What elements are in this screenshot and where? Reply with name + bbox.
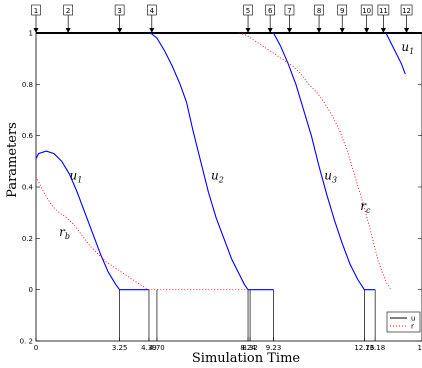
event-marker-arrow-8 — [339, 28, 345, 33]
legend-box — [386, 311, 421, 333]
series-u-segment-1 — [150, 32, 274, 291]
legend: ur — [386, 311, 421, 333]
x-tick-label-9: 15 — [418, 344, 422, 352]
curve-label-layer: u1 rb u2 u3 rc u1 — [59, 40, 414, 241]
event-marker-layer: 1 2 3 4 5 6 7 8 9 10 11 12 — [31, 4, 413, 33]
event-marker-label-2: 3 — [117, 7, 121, 15]
event-marker-label-7: 8 — [317, 7, 321, 15]
event-marker-label-9: 10 — [362, 7, 371, 15]
series-u-segment-2 — [273, 32, 376, 291]
event-line-layer — [119, 289, 376, 341]
x-tick-label-7: 12.76 — [354, 344, 375, 352]
event-marker-label-8: 9 — [340, 7, 344, 15]
curve-label-2: u2 — [211, 168, 224, 184]
legend-label-u: u — [411, 315, 415, 323]
event-marker-label-1: 2 — [66, 7, 70, 15]
event-marker-arrow-2 — [117, 28, 123, 33]
series-u-segment-3 — [385, 32, 406, 75]
series-u-segment-0 — [35, 150, 149, 291]
y-tick-label-4: 0.2 — [22, 235, 33, 243]
curve-label-3: u3 — [324, 168, 337, 184]
event-marker-label-10: 11 — [379, 7, 388, 15]
event-marker-arrow-6 — [286, 28, 292, 33]
y-tick-label-1: 0.8 — [22, 81, 33, 89]
event-marker-label-3: 4 — [150, 7, 155, 15]
event-marker-arrow-5 — [267, 28, 273, 33]
event-marker-label-0: 1 — [34, 7, 38, 15]
y-tick-label-0: 1 — [29, 30, 33, 38]
y-tick-layer: 1 0.8 0.6 0.4 0.2 0 0. 2 — [20, 30, 422, 346]
x-tick-label-3: 4.70 — [149, 344, 165, 352]
x-axis-title: Simulation Time — [192, 351, 301, 366]
event-marker-arrow-10 — [380, 28, 386, 33]
series-r-segment-1 — [239, 32, 392, 290]
event-marker-arrow-7 — [316, 28, 322, 33]
x-tick-label-6: 9.23 — [266, 344, 282, 352]
x-tick-label-0: 0 — [34, 344, 38, 352]
y-tick-label-5: 0 — [29, 286, 33, 294]
event-marker-arrow-1 — [65, 28, 71, 33]
event-marker-label-11: 12 — [402, 7, 411, 15]
curve-label-0: u1 — [69, 168, 82, 184]
curve-label-5: u1 — [401, 40, 414, 56]
y-tick-label-6: 0. 2 — [20, 338, 33, 346]
event-marker-arrow-9 — [364, 28, 370, 33]
event-marker-label-5: 6 — [268, 7, 273, 15]
curve-label-1: rb — [59, 225, 70, 241]
legend-label-r: r — [411, 323, 414, 331]
event-marker-arrow-11 — [404, 28, 410, 33]
event-marker-label-4: 5 — [246, 7, 250, 15]
y-axis-title: Parameters — [5, 122, 20, 198]
event-marker-arrow-4 — [245, 28, 251, 33]
series-layer — [35, 32, 406, 291]
x-tick-label-8: 13.18 — [365, 344, 385, 352]
y-tick-label-2: 0.6 — [22, 132, 34, 140]
x-tick-label-5: 8.32 — [242, 344, 258, 352]
series-r-segment-0 — [35, 176, 251, 291]
event-marker-label-6: 7 — [287, 7, 291, 15]
curve-label-4: rc — [360, 199, 371, 215]
x-tick-label-1: 3.25 — [112, 344, 128, 352]
event-marker-arrow-0 — [33, 28, 39, 33]
x-tick-label-2: 4.39 — [141, 344, 157, 352]
y-tick-label-3: 0.4 — [22, 184, 34, 192]
event-marker-arrow-3 — [149, 28, 155, 33]
x-tick-label-4: 8.24 — [240, 344, 256, 352]
